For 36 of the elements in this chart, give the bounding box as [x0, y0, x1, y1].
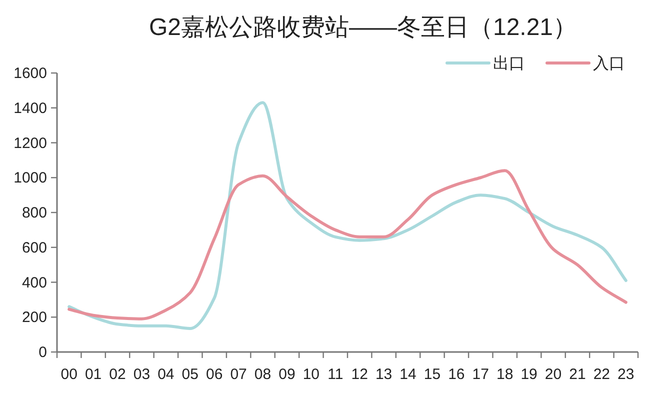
- x-tick-label: 15: [424, 366, 441, 383]
- x-tick-label: 19: [520, 366, 538, 383]
- x-tick-label: 17: [472, 366, 489, 383]
- y-tick-label: 600: [22, 239, 47, 256]
- x-tick-label: 21: [569, 366, 586, 383]
- x-tick-label: 02: [109, 366, 126, 383]
- legend-label: 出口: [493, 54, 525, 72]
- x-tick-label: 00: [60, 366, 78, 383]
- y-tick-label: 1600: [14, 65, 47, 82]
- x-tick-label: 20: [544, 366, 562, 383]
- x-tick-label: 23: [618, 366, 634, 383]
- y-tick-label: 400: [22, 274, 47, 292]
- x-tick-label: 22: [593, 366, 610, 383]
- x-tick-label: 05: [182, 366, 198, 383]
- x-tick-label: 12: [351, 366, 368, 383]
- x-tick-label: 16: [448, 366, 465, 383]
- x-tick-label: 13: [375, 366, 392, 383]
- y-tick-label: 200: [22, 309, 47, 326]
- x-tick-label: 03: [133, 366, 150, 383]
- x-tick-label: 10: [302, 366, 320, 383]
- y-tick-label: 1000: [14, 170, 47, 187]
- x-tick-label: 14: [400, 366, 416, 383]
- x-tick-label: 11: [328, 366, 344, 383]
- x-tick-label: 18: [496, 366, 514, 383]
- legend-label: 入口: [593, 54, 625, 72]
- y-tick-label: 1400: [14, 100, 47, 117]
- x-tick-label: 08: [254, 366, 272, 383]
- x-tick-label: 09: [278, 366, 296, 383]
- x-tick-label: 01: [84, 366, 102, 383]
- x-tick-label: 07: [230, 366, 247, 383]
- title: G2嘉松公路收费站——冬至日（12.21）: [148, 14, 578, 41]
- y-tick-label: 0: [38, 344, 47, 361]
- x-tick-label: 06: [206, 366, 223, 383]
- y-tick-label: 1200: [14, 134, 47, 152]
- y-tick-label: 800: [22, 204, 47, 222]
- x-tick-label: 04: [158, 366, 174, 383]
